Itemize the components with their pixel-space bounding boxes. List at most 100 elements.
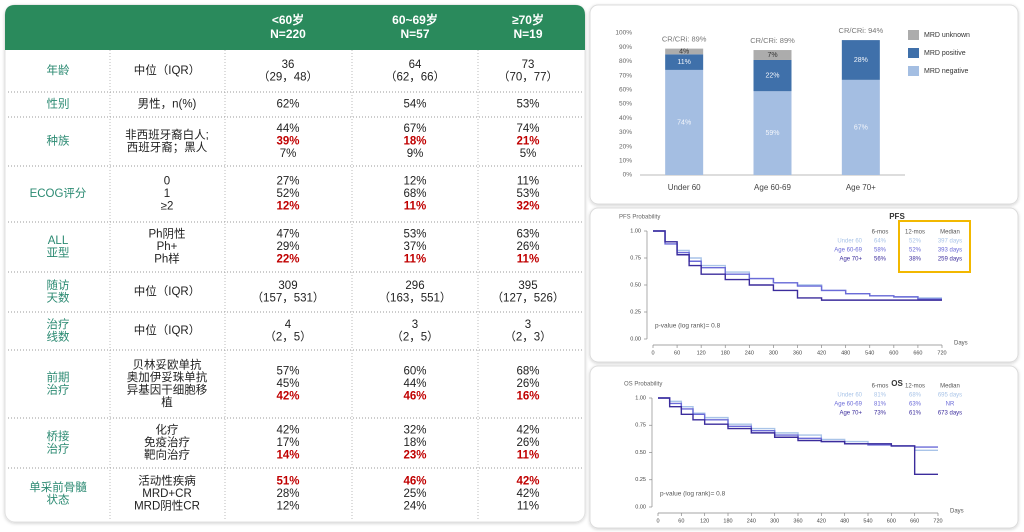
table-cell: 64 (409, 59, 422, 71)
row-sublabel: 奥加伊妥珠单抗 (127, 370, 208, 384)
summary-cell: 64% (874, 239, 887, 245)
x-tick-label: 660 (913, 350, 922, 356)
table-cell: 11% (404, 254, 426, 266)
bar-annotation: CR/CRi: 89% (662, 35, 707, 44)
legend-swatch (908, 48, 919, 58)
table-cell: 12% (403, 176, 426, 188)
summary-cell: 259 days (938, 257, 962, 263)
y-tick-label: 0% (623, 172, 633, 179)
summary-row-name: Age 60-69 (834, 402, 862, 408)
bar-segment (753, 91, 792, 175)
summary-header: Median (940, 384, 960, 390)
bar-annotation: CR/CRi: 89% (750, 36, 795, 45)
table-cell: 54% (403, 99, 426, 111)
summary-row-name: Under 60 (837, 239, 862, 245)
y-tick-label: 20% (619, 143, 632, 150)
row-sublabel: 贝林妥欧单抗 (133, 357, 202, 371)
table-cell: 11% (517, 176, 539, 188)
os-panel (589, 365, 1019, 529)
summary-cell: 52% (909, 239, 922, 245)
row-sublabel: MRD阴性CR (134, 499, 200, 513)
x-tick-label: 360 (793, 518, 802, 524)
table-cell: 39% (276, 136, 299, 148)
table-cell: （157，531） (252, 291, 325, 304)
row-sublabel: 活动性疾病 (138, 474, 196, 488)
y-tick-label: 40% (619, 115, 632, 122)
x-tick-label: 180 (723, 518, 732, 524)
table-cell: 57% (276, 366, 299, 378)
x-tick-label: 540 (863, 518, 872, 524)
y-tick-label: 0.75 (630, 255, 641, 261)
y-tick-label: 1.00 (630, 228, 641, 234)
y-tick-label: 50% (619, 101, 632, 108)
table-cell: 5% (520, 148, 537, 160)
table-cell: 3 (412, 319, 418, 331)
summary-cell: 73% (874, 411, 887, 417)
table-cell: （2，5） (391, 330, 438, 343)
table-cell: 16% (516, 391, 539, 403)
table-cell: 24% (403, 501, 426, 513)
table-cell: 26% (516, 378, 539, 390)
summary-header: 12-mos (905, 230, 925, 236)
table-cell: 26% (516, 437, 539, 449)
bar-segment (665, 48, 704, 55)
row-sublabel: 0 (164, 176, 170, 188)
y-tick-label: 70% (619, 72, 632, 79)
bar-annotation: CR/CRi: 94% (839, 26, 884, 35)
table-cell: 11% (404, 201, 426, 213)
summary-cell: 695 days (938, 393, 962, 399)
table-cell: 32% (516, 201, 539, 213)
y-tick-label: 100% (615, 30, 632, 37)
row-sublabel: Ph+ (157, 241, 178, 253)
row-sublabel: 异基因干细胞移 (127, 382, 208, 396)
summary-header: 6-mos (872, 230, 889, 236)
row-label: 年龄 (47, 63, 70, 77)
table-cell: 12% (276, 501, 299, 513)
table-cell: 21% (516, 136, 539, 148)
row-sublabel: 植 (161, 395, 173, 409)
summary-row-name: Under 60 (837, 393, 862, 399)
table-cell: 53% (516, 188, 539, 200)
y-tick-label: 0.00 (635, 504, 646, 510)
table-cell: 11% (517, 450, 539, 462)
y-tick-label: 90% (619, 44, 632, 51)
table-cell: （29，48） (258, 70, 318, 83)
table-cell: 395 (518, 280, 537, 292)
table-cell: 42% (516, 476, 539, 488)
table-cell: 47% (276, 229, 299, 241)
x-tick-label: 720 (937, 350, 946, 356)
p-value: p-value (log rank)= 0.8 (655, 323, 721, 330)
table-cell: 44% (276, 123, 299, 135)
summary-row-name: Age 70+ (839, 411, 862, 417)
row-label: 单采前骨髓 (29, 480, 87, 494)
table-cell: （127，526） (492, 291, 565, 304)
table-cell: 29% (276, 241, 299, 253)
row-sublabel: MRD+CR (142, 488, 192, 500)
row-label: 治疗 (47, 382, 70, 396)
row-label: ALL (48, 235, 69, 247)
x-tick-label: 480 (840, 518, 849, 524)
table-cell: 42% (276, 425, 299, 437)
row-sublabel: 中位（IQR） (134, 63, 200, 77)
legend-label: MRD negative (924, 68, 968, 75)
table-cell: 27% (276, 176, 299, 188)
x-tick-label: 60 (674, 350, 680, 356)
x-tick-label: 0 (656, 518, 659, 524)
x-tick-label: 600 (889, 350, 898, 356)
table-cell: 42% (516, 488, 539, 500)
table-cell: 42% (516, 425, 539, 437)
table-cell: 51% (276, 476, 299, 488)
summary-header: 12-mos (905, 384, 925, 390)
summary-header: Median (940, 230, 960, 236)
value-label: 67% (854, 124, 868, 131)
y-tick-label: 10% (619, 158, 632, 165)
survival-curve (653, 230, 942, 301)
bar-segment (753, 59, 792, 92)
table-cell: 12% (276, 201, 299, 213)
summary-cell: 63% (909, 402, 922, 408)
row-sublabel: 非西班牙裔白人; (125, 127, 209, 141)
table-cell: 23% (403, 450, 426, 462)
x-tick-label: 120 (697, 350, 706, 356)
row-label: 治疗 (47, 441, 70, 455)
